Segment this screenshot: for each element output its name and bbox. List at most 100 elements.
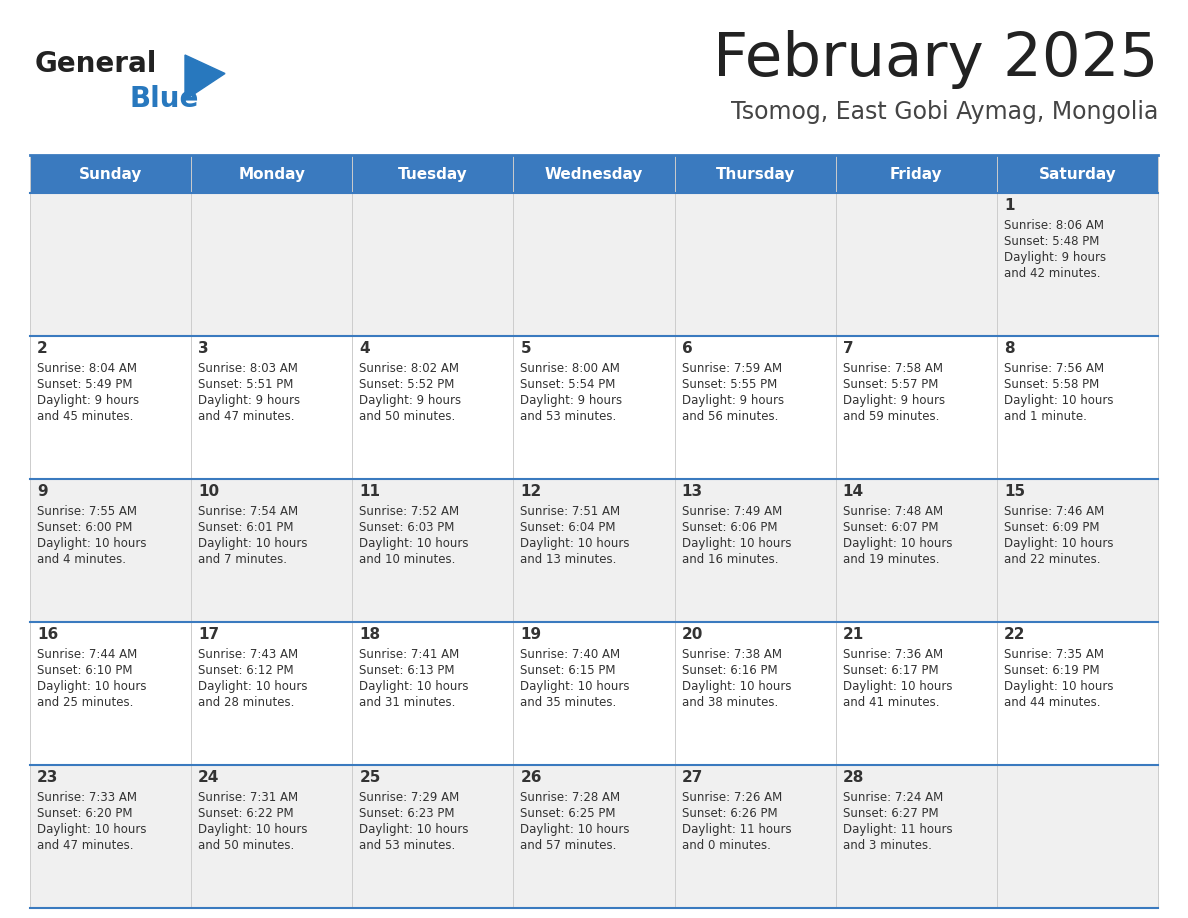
Bar [513,193,675,336]
Text: and 25 minutes.: and 25 minutes. [37,696,133,709]
Text: and 56 minutes.: and 56 minutes. [682,410,778,423]
Text: Daylight: 10 hours: Daylight: 10 hours [37,680,146,693]
Text: and 47 minutes.: and 47 minutes. [37,839,133,852]
Text: 5: 5 [520,341,531,356]
Text: Sunset: 5:51 PM: Sunset: 5:51 PM [198,378,293,391]
Text: Sunday: Sunday [78,166,143,182]
Text: Sunrise: 7:31 AM: Sunrise: 7:31 AM [198,791,298,804]
Bar [835,765,997,908]
Text: Sunset: 5:54 PM: Sunset: 5:54 PM [520,378,615,391]
Text: and 47 minutes.: and 47 minutes. [198,410,295,423]
Bar [513,765,675,908]
Text: Sunrise: 7:46 AM: Sunrise: 7:46 AM [1004,505,1104,518]
Text: Sunrise: 8:02 AM: Sunrise: 8:02 AM [359,362,460,375]
Text: Sunrise: 7:26 AM: Sunrise: 7:26 AM [682,791,782,804]
Text: and 44 minutes.: and 44 minutes. [1004,696,1100,709]
Text: Daylight: 9 hours: Daylight: 9 hours [359,394,461,407]
Text: Daylight: 9 hours: Daylight: 9 hours [37,394,139,407]
Text: 28: 28 [842,770,864,785]
Text: and 38 minutes.: and 38 minutes. [682,696,778,709]
Text: and 13 minutes.: and 13 minutes. [520,553,617,566]
Text: Sunset: 6:25 PM: Sunset: 6:25 PM [520,807,615,820]
Bar [675,765,835,908]
Bar [30,765,191,908]
Text: 21: 21 [842,627,864,642]
Bar [191,622,353,765]
Text: Monday: Monday [239,166,305,182]
Text: Sunset: 6:06 PM: Sunset: 6:06 PM [682,521,777,534]
Text: and 50 minutes.: and 50 minutes. [359,410,455,423]
Text: Sunrise: 7:54 AM: Sunrise: 7:54 AM [198,505,298,518]
Text: Sunset: 6:15 PM: Sunset: 6:15 PM [520,664,615,677]
Text: Sunset: 5:52 PM: Sunset: 5:52 PM [359,378,455,391]
Text: and 31 minutes.: and 31 minutes. [359,696,456,709]
Text: and 42 minutes.: and 42 minutes. [1004,267,1100,280]
Text: Sunrise: 7:56 AM: Sunrise: 7:56 AM [1004,362,1104,375]
Text: 26: 26 [520,770,542,785]
Text: 12: 12 [520,484,542,499]
Text: 4: 4 [359,341,369,356]
Text: 22: 22 [1004,627,1025,642]
Bar [191,336,353,479]
Bar [835,336,997,479]
Bar [191,193,353,336]
Bar [997,622,1158,765]
Polygon shape [185,55,225,100]
Text: Sunrise: 7:33 AM: Sunrise: 7:33 AM [37,791,137,804]
Bar [675,155,835,193]
Text: Daylight: 10 hours: Daylight: 10 hours [682,537,791,550]
Text: Sunset: 6:01 PM: Sunset: 6:01 PM [198,521,293,534]
Text: and 57 minutes.: and 57 minutes. [520,839,617,852]
Bar [997,155,1158,193]
Text: and 19 minutes.: and 19 minutes. [842,553,940,566]
Text: Daylight: 10 hours: Daylight: 10 hours [520,680,630,693]
Text: Sunrise: 7:49 AM: Sunrise: 7:49 AM [682,505,782,518]
Text: 25: 25 [359,770,380,785]
Bar [353,765,513,908]
Bar [513,155,675,193]
Text: Daylight: 10 hours: Daylight: 10 hours [1004,537,1113,550]
Text: 18: 18 [359,627,380,642]
Bar [675,622,835,765]
Text: Daylight: 10 hours: Daylight: 10 hours [682,680,791,693]
Text: Daylight: 9 hours: Daylight: 9 hours [682,394,784,407]
Text: Sunset: 5:57 PM: Sunset: 5:57 PM [842,378,939,391]
Text: Wednesday: Wednesday [545,166,643,182]
Text: and 41 minutes.: and 41 minutes. [842,696,940,709]
Bar [191,765,353,908]
Text: Sunrise: 7:29 AM: Sunrise: 7:29 AM [359,791,460,804]
Text: Sunset: 5:48 PM: Sunset: 5:48 PM [1004,235,1099,248]
Text: General: General [34,50,157,78]
Text: Daylight: 10 hours: Daylight: 10 hours [520,537,630,550]
Text: and 7 minutes.: and 7 minutes. [198,553,287,566]
Text: Daylight: 10 hours: Daylight: 10 hours [359,823,469,836]
Bar [30,155,191,193]
Text: and 50 minutes.: and 50 minutes. [198,839,295,852]
Text: Saturday: Saturday [1038,166,1117,182]
Text: 15: 15 [1004,484,1025,499]
Text: 11: 11 [359,484,380,499]
Text: Daylight: 11 hours: Daylight: 11 hours [682,823,791,836]
Text: Daylight: 10 hours: Daylight: 10 hours [198,823,308,836]
Text: 1: 1 [1004,198,1015,213]
Text: Sunrise: 7:58 AM: Sunrise: 7:58 AM [842,362,943,375]
Text: Sunset: 6:00 PM: Sunset: 6:00 PM [37,521,132,534]
Text: Sunrise: 7:43 AM: Sunrise: 7:43 AM [198,648,298,661]
Text: Sunset: 5:58 PM: Sunset: 5:58 PM [1004,378,1099,391]
Bar [30,336,191,479]
Text: Sunset: 6:26 PM: Sunset: 6:26 PM [682,807,777,820]
Text: and 59 minutes.: and 59 minutes. [842,410,939,423]
Bar [353,155,513,193]
Bar [513,336,675,479]
Text: and 35 minutes.: and 35 minutes. [520,696,617,709]
Text: Daylight: 9 hours: Daylight: 9 hours [1004,251,1106,264]
Text: and 0 minutes.: and 0 minutes. [682,839,771,852]
Bar [835,193,997,336]
Bar [353,622,513,765]
Text: Friday: Friday [890,166,942,182]
Text: and 10 minutes.: and 10 minutes. [359,553,456,566]
Text: Blue: Blue [129,85,200,113]
Text: Sunset: 6:27 PM: Sunset: 6:27 PM [842,807,939,820]
Text: Daylight: 10 hours: Daylight: 10 hours [198,537,308,550]
Text: Sunrise: 7:40 AM: Sunrise: 7:40 AM [520,648,620,661]
